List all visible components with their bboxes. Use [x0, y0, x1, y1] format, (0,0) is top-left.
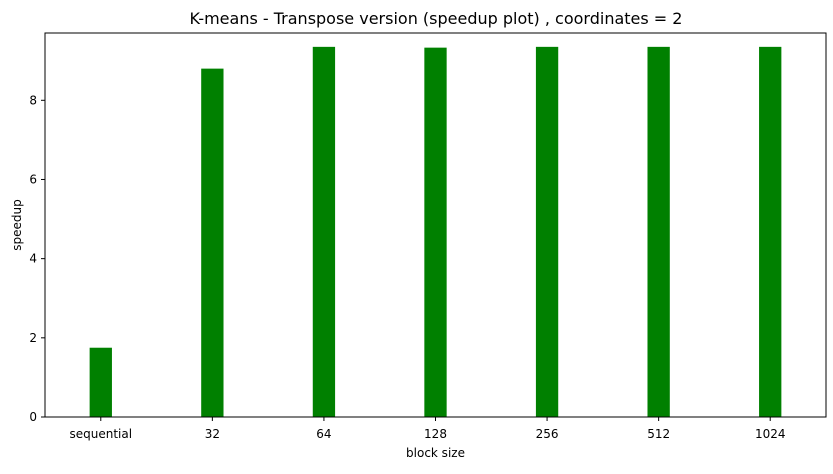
x-tick-label: 32 — [205, 427, 220, 441]
x-axis-ticks: sequential 32 64 128 256 512 1024 — [69, 417, 785, 441]
y-axis-label: speedup — [10, 199, 24, 250]
bar-512 — [647, 46, 670, 417]
x-tick-label: 64 — [316, 427, 331, 441]
bar-sequential — [89, 347, 112, 417]
x-tick-label: 1024 — [755, 427, 786, 441]
x-axis-label: block size — [406, 446, 465, 460]
y-tick-label: 4 — [29, 252, 37, 266]
chart-title: K-means - Transpose version (speedup plo… — [190, 9, 683, 28]
bar-64 — [312, 46, 336, 417]
plot-frame — [44, 32, 827, 418]
y-tick-label: 8 — [29, 93, 37, 107]
x-tick-label: sequential — [69, 427, 132, 441]
x-tick-label: 512 — [647, 427, 670, 441]
bars-group — [89, 46, 782, 417]
x-tick-label: 128 — [424, 427, 447, 441]
x-tick-label: 256 — [536, 427, 559, 441]
bar-128 — [424, 47, 447, 417]
y-tick-label: 6 — [29, 172, 37, 186]
y-tick-label: 0 — [29, 410, 37, 424]
bar-256 — [535, 46, 559, 417]
bar-1024 — [759, 46, 782, 417]
bar-32 — [201, 68, 224, 417]
y-tick-label: 2 — [29, 331, 37, 345]
y-axis-ticks: 0 2 4 6 8 — [29, 93, 45, 424]
